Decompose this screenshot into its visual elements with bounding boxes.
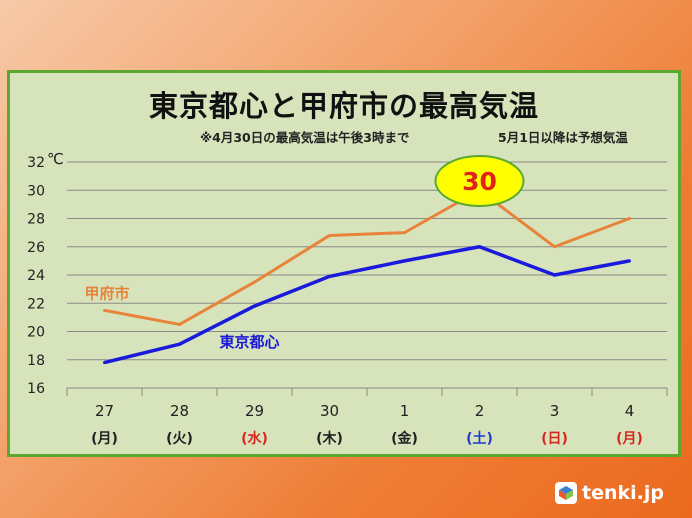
data-point: [403, 259, 406, 263]
data-point: [478, 245, 481, 249]
data-point: [328, 233, 331, 237]
data-point: [253, 304, 256, 308]
data-point: [178, 322, 181, 326]
y-tick-label: 32: [27, 155, 45, 171]
chart-panel: 東京都心と甲府市の最高気温 ※4月30日の最高気温は午後3時まで 5月1日以降は…: [7, 70, 681, 457]
data-point: [628, 259, 631, 263]
y-tick-label: 20: [27, 325, 45, 341]
data-point: [103, 308, 106, 312]
chart-title: 東京都心と甲府市の最高気温: [148, 89, 539, 123]
x-weekday-label: (月): [91, 431, 118, 447]
x-tick-label: 29: [245, 402, 264, 420]
x-weekday-label: (火): [166, 431, 193, 447]
tenki-logo-text: tenki.jp: [582, 482, 664, 504]
note-observed: ※4月30日の最高気温は午後3時まで: [200, 130, 410, 145]
y-tick-label: 16: [27, 381, 45, 397]
x-weekday-label: (土): [466, 430, 493, 447]
data-point: [253, 280, 256, 284]
series-label-kofu: 甲府市: [85, 284, 130, 302]
note-forecast: 5月1日以降は予想気温: [498, 130, 628, 145]
y-tick-label: 24: [27, 268, 45, 284]
x-weekday-label: (水): [241, 430, 268, 447]
x-weekday-label: (木): [316, 430, 343, 447]
series-line: [104, 245, 630, 365]
x-weekday-label: (金): [391, 430, 418, 447]
y-tick-label: 26: [27, 240, 45, 256]
data-point: [628, 217, 631, 220]
y-unit-label: ℃: [47, 150, 64, 168]
y-tick-label: 30: [27, 183, 45, 199]
x-tick-label: 28: [170, 402, 189, 420]
data-point: [103, 361, 106, 365]
tenki-logo: tenki.jp: [555, 482, 664, 504]
x-tick-label: 3: [550, 402, 560, 420]
x-tick-label: 1: [400, 402, 410, 420]
y-tick-label: 18: [27, 353, 45, 369]
x-tick-label: 30: [320, 402, 339, 420]
data-point: [403, 231, 406, 235]
series-label-tokyo: 東京都心: [220, 333, 280, 351]
y-tick-label: 22: [27, 296, 45, 312]
x-tick-label: 4: [625, 402, 635, 420]
callout-bubble: [434, 155, 525, 207]
tenki-logo-icon: [555, 482, 578, 504]
x-weekday-label: (月): [616, 431, 643, 447]
x-tick-label: 2: [475, 402, 485, 420]
x-weekday-label: (日): [541, 431, 568, 447]
y-tick-label: 28: [27, 212, 45, 228]
x-tick-label: 27: [95, 402, 114, 420]
data-point: [178, 342, 181, 346]
series-line: [104, 188, 631, 326]
data-point: [553, 273, 556, 277]
callout-label: 30: [462, 167, 497, 196]
data-point: [328, 274, 331, 278]
data-point: [553, 245, 556, 249]
